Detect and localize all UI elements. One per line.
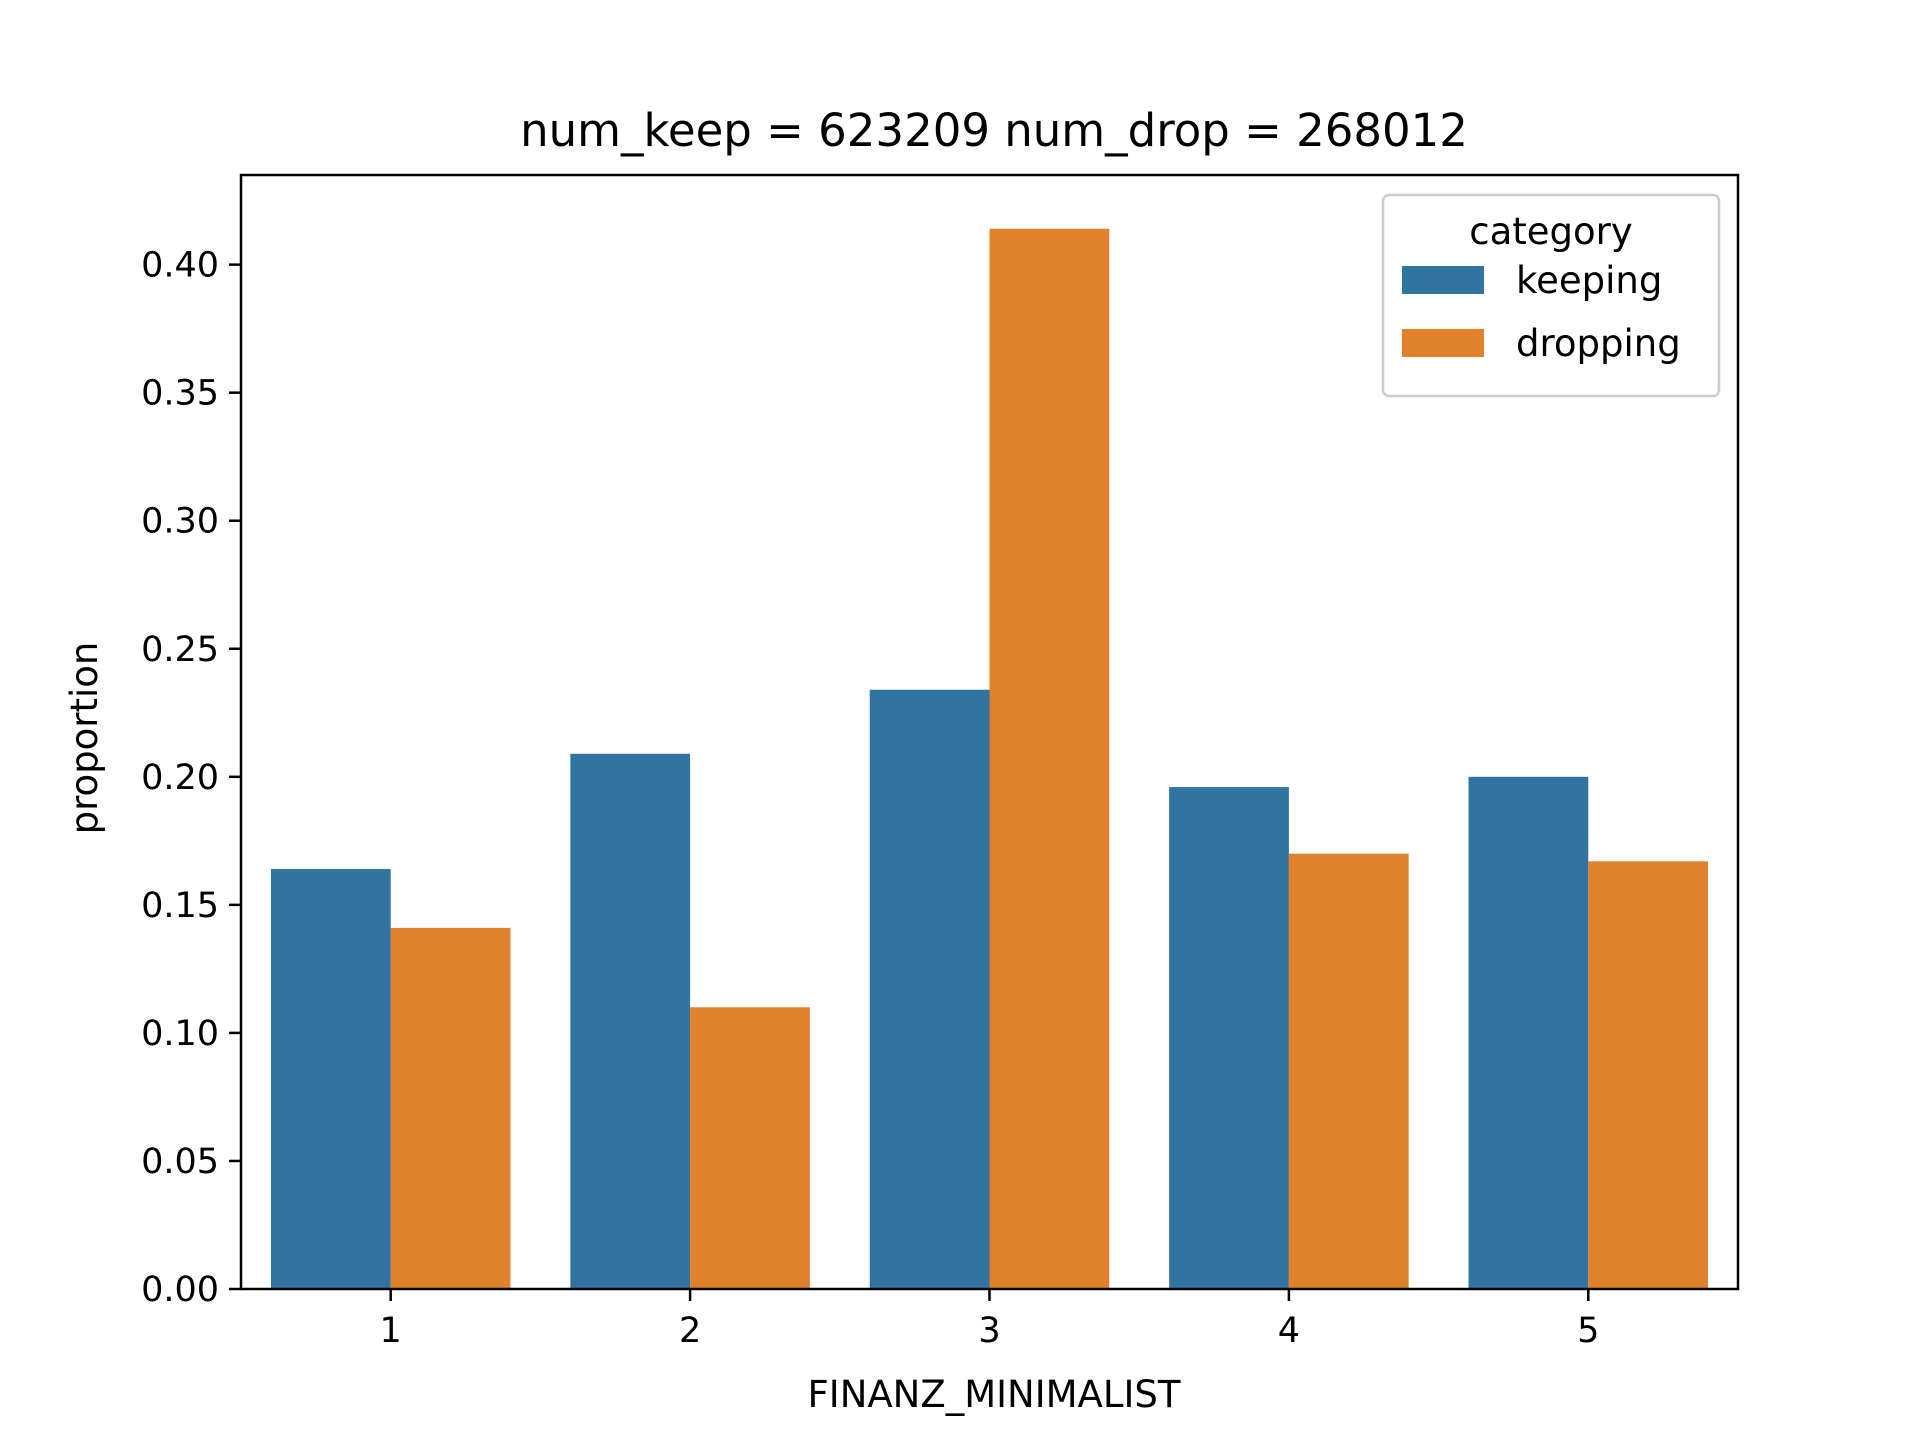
y-tick-label: 0.30: [141, 502, 219, 542]
plot-frame: [239, 173, 1740, 1291]
y-tick-label: 0.00: [141, 1270, 219, 1310]
y-tick-label: 0.25: [141, 630, 219, 670]
bar-dropping-5: [1588, 861, 1709, 1289]
bar-dropping-2: [690, 1007, 810, 1289]
y-tick-label: 0.35: [141, 374, 219, 414]
x-tick-label: 3: [978, 1311, 1000, 1351]
y-axis: 0.00 0.05 0.10 0.15 0.20 0.25 0.30 0.35 0.40: [141, 246, 241, 1310]
chart-title: num_keep = 623209 num_drop = 268012: [520, 104, 1468, 157]
bar-dropping-3: [989, 228, 1110, 1290]
legend-swatch-keeping: [1402, 266, 1484, 294]
bar-dropping-1: [390, 927, 511, 1289]
x-tick-label: 2: [679, 1311, 701, 1351]
x-tick-label: 4: [1278, 1311, 1300, 1351]
x-tick-label: 5: [1577, 1311, 1599, 1351]
bar-keeping-3: [869, 689, 990, 1289]
y-tick-label: 0.20: [141, 758, 219, 798]
legend-label-keeping: keeping: [1516, 259, 1662, 302]
y-tick-label: 0.10: [141, 1014, 219, 1054]
y-axis-label: proportion: [63, 642, 106, 835]
bar-dropping-4: [1288, 853, 1409, 1289]
legend-items: keeping dropping: [1402, 259, 1681, 365]
legend-swatch-dropping: [1402, 329, 1484, 357]
bar-keeping-2: [570, 753, 691, 1289]
bar-keeping-4: [1169, 787, 1289, 1289]
legend-label-dropping: dropping: [1516, 322, 1681, 365]
y-tick-label: 0.15: [141, 886, 219, 926]
bars-group: [270, 228, 1709, 1290]
bar-keeping-1: [270, 869, 391, 1289]
x-axis-label: FINANZ_MINIMALIST: [808, 1373, 1181, 1416]
y-tick-label: 0.40: [141, 246, 219, 286]
legend: category keeping dropping: [1381, 193, 1721, 398]
bar-keeping-5: [1468, 776, 1589, 1289]
legend-title: category: [1469, 210, 1633, 253]
x-tick-label: 1: [380, 1311, 402, 1351]
y-tick-label: 0.05: [141, 1142, 219, 1182]
x-axis: 1 2 3 4 5: [380, 1289, 1599, 1351]
